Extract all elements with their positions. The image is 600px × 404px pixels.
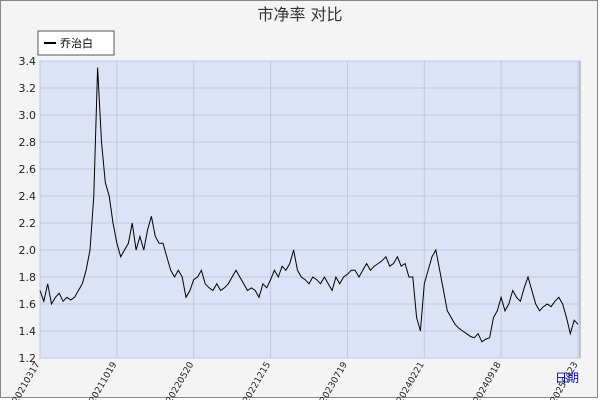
y-tick-label: 3.4 [19, 55, 37, 68]
y-tick-label: 1.6 [19, 298, 37, 311]
y-tick-label: 2.0 [19, 244, 37, 257]
y-tick-label: 1.2 [19, 352, 37, 365]
plot-area [39, 60, 581, 359]
y-tick-label: 2.4 [19, 190, 37, 203]
y-tick-label: 3.0 [19, 109, 37, 122]
y-tick-label: 2.2 [19, 217, 37, 230]
y-tick-label: 1.4 [19, 325, 37, 338]
y-tick-label: 1.8 [19, 271, 37, 284]
y-tick-label: 2.6 [19, 163, 37, 176]
legend-label: 乔治白 [60, 36, 93, 50]
chart-title: 市净率 对比 [257, 5, 342, 24]
y-tick-label: 2.8 [19, 136, 37, 149]
data-line [39, 67, 579, 343]
x-axis-label: 日期 [555, 371, 579, 385]
y-tick-label: 3.2 [19, 82, 37, 95]
